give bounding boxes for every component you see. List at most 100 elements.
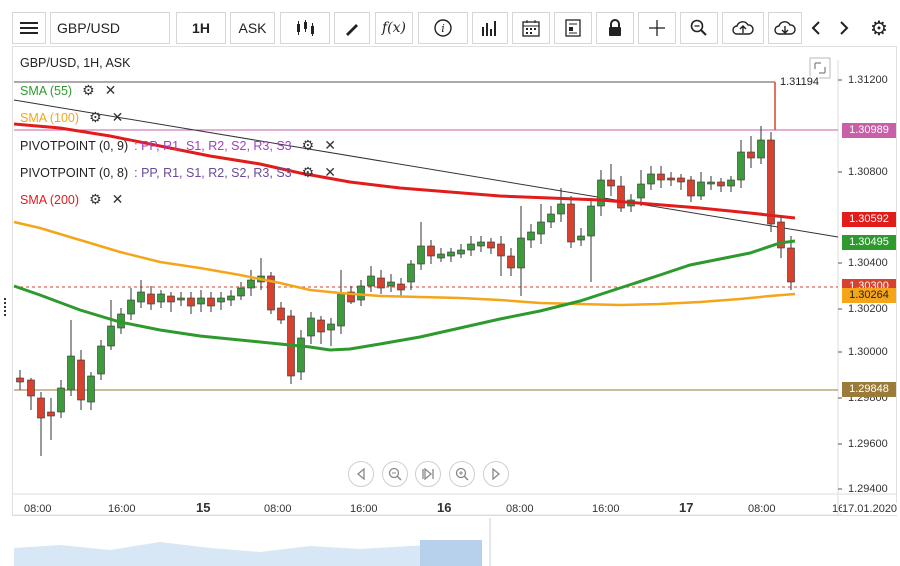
drag-handle[interactable]: [4, 298, 8, 316]
scroll-right-button[interactable]: [830, 12, 858, 44]
zoom-out-icon: [388, 467, 402, 481]
legend-pivot8-params: : PP, R1, S1, R2, S2, R3, S3: [134, 165, 292, 180]
close-icon[interactable]: ✕: [111, 191, 124, 207]
candle-body: [207, 297, 215, 307]
legend-pivot8-label: PIVOTPOINT (0, 8): [20, 165, 129, 180]
sma200-tag: 1.30592: [842, 212, 896, 227]
bar-chart-icon: [482, 21, 496, 36]
scroll-left-button[interactable]: [802, 12, 830, 44]
candles: [16, 126, 795, 456]
crosshair-button[interactable]: [638, 12, 676, 44]
x-tick: 16:00: [108, 503, 136, 515]
triangle-left-icon: [356, 468, 365, 480]
upload-button[interactable]: [722, 12, 764, 44]
x-tick: 16:00: [592, 503, 620, 515]
candle-body: [637, 183, 645, 199]
chart-title-text: GBP/USD, 1H, ASK: [20, 56, 131, 70]
gear-icon[interactable]: ⚙: [301, 137, 315, 153]
candle-body: [687, 179, 695, 197]
candle-body: [577, 235, 585, 241]
candle-body: [737, 151, 745, 181]
svg-text:i: i: [441, 22, 445, 35]
candle-body: [407, 263, 415, 283]
info-button[interactable]: i: [418, 12, 468, 44]
high-price-label: 1.31194: [780, 76, 819, 88]
candle-body: [397, 283, 405, 291]
candle-body: [137, 291, 145, 303]
candle-body: [237, 287, 245, 297]
cloud-upload-icon: [732, 21, 754, 35]
candle-body: [297, 337, 305, 373]
zoom-button[interactable]: [680, 12, 718, 44]
candle-body: [647, 173, 655, 185]
candle-body: [217, 297, 225, 303]
lock-button[interactable]: [596, 12, 634, 44]
close-icon[interactable]: ✕: [324, 164, 336, 180]
candle-body: [167, 295, 175, 303]
y-tick: 1.29400: [848, 483, 888, 495]
price-type-label: ASK: [238, 20, 267, 36]
crosshair-icon: [649, 20, 665, 36]
candle-body: [327, 323, 335, 331]
menu-button[interactable]: [12, 12, 46, 44]
zoom-in-button[interactable]: [449, 461, 475, 487]
candle-body: [437, 253, 445, 259]
close-icon[interactable]: ✕: [111, 109, 124, 125]
indicators-button[interactable]: f(x): [375, 12, 413, 44]
pivot-bottom-tag: 1.29848: [842, 382, 896, 397]
candle-body: [127, 299, 135, 315]
zoom-in-icon: [455, 467, 469, 481]
zoom-out-button[interactable]: [382, 461, 408, 487]
gear-icon[interactable]: ⚙: [301, 164, 315, 180]
chart-type-button[interactable]: [280, 12, 330, 44]
candle-body: [467, 243, 475, 251]
candle-body: [37, 397, 45, 419]
settings-button[interactable]: ⚙: [862, 12, 896, 44]
symbol-selector[interactable]: GBP/USD: [50, 12, 170, 44]
candle-body: [27, 379, 35, 397]
nav-back-button[interactable]: [348, 461, 374, 487]
candles-icon: [297, 20, 314, 36]
reset-view-button[interactable]: [415, 461, 441, 487]
gear-icon[interactable]: ⚙: [89, 109, 102, 125]
candle-body: [417, 245, 425, 265]
price-type-selector[interactable]: ASK: [230, 12, 275, 44]
legend-sma55: SMA (55) ⚙ ✕: [20, 82, 116, 99]
maximize-icon[interactable]: [809, 57, 831, 79]
sma200-line: [13, 122, 796, 220]
close-icon[interactable]: ✕: [324, 137, 336, 153]
zoom-icon: [690, 19, 707, 36]
candle-body: [157, 293, 165, 303]
candle-body: [497, 243, 505, 257]
legend-pivot-9: PIVOTPOINT (0, 9) : PP, R1, S1, R2, S2, …: [20, 137, 336, 154]
calendar-button[interactable]: [512, 12, 550, 44]
y-tick: 1.30000: [848, 346, 888, 358]
info-icon: i: [434, 19, 452, 37]
download-button[interactable]: [768, 12, 802, 44]
report-button[interactable]: [554, 12, 592, 44]
x-tick: 08:00: [264, 503, 292, 515]
draw-tool-button[interactable]: [334, 12, 370, 44]
volume-button[interactable]: [472, 12, 508, 44]
close-icon[interactable]: ✕: [104, 82, 117, 98]
candle-body: [377, 277, 385, 289]
timeframe-selector[interactable]: 1H: [176, 12, 226, 44]
candle-body: [337, 293, 345, 327]
candle-body: [16, 377, 24, 383]
candle-body: [317, 319, 325, 333]
candle-body: [557, 203, 565, 215]
candle-body: [697, 181, 705, 197]
nav-forward-button[interactable]: [483, 461, 509, 487]
gear-icon: ⚙: [870, 17, 888, 40]
y-tick: 1.29600: [848, 438, 888, 450]
x-tick: 08:00: [506, 503, 534, 515]
candle-body: [447, 251, 455, 257]
chart-title: GBP/USD, 1H, ASK: [20, 56, 130, 70]
sma55-tag: 1.30495: [842, 235, 896, 250]
gear-icon[interactable]: ⚙: [82, 82, 95, 98]
symbol-label: GBP/USD: [57, 20, 121, 36]
candle-body: [677, 177, 685, 183]
gear-icon[interactable]: ⚙: [89, 191, 102, 207]
y-tick: 1.30400: [848, 257, 888, 269]
